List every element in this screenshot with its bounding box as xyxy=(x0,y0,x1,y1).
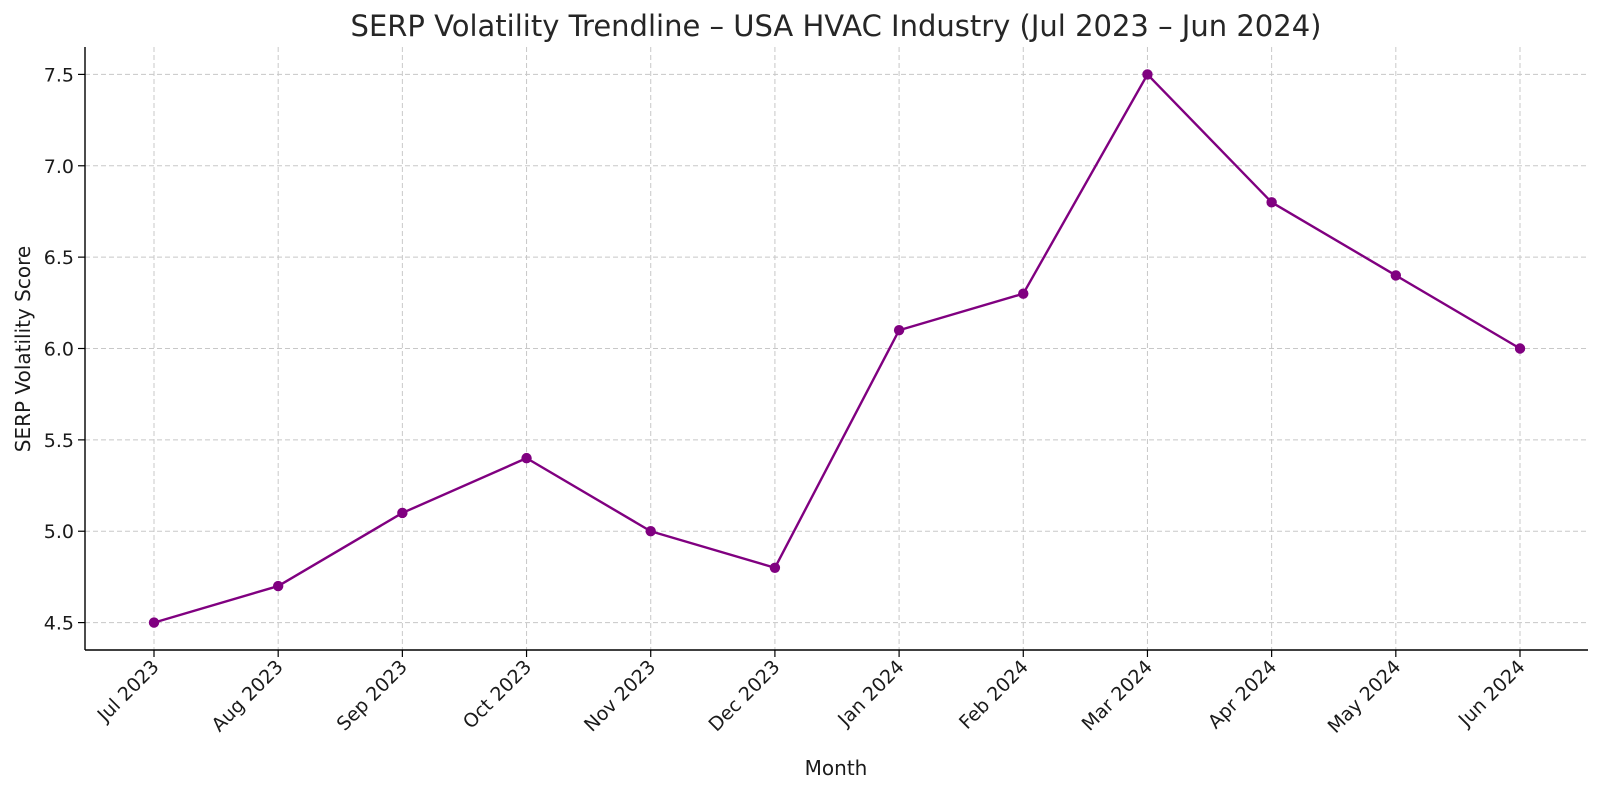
chart-title: SERP Volatility Trendline – USA HVAC Ind… xyxy=(351,9,1322,43)
y-tick-label: 6.0 xyxy=(44,339,74,361)
data-point xyxy=(521,452,532,464)
y-tick-label: 7.0 xyxy=(44,156,74,178)
y-tick-label: 6.5 xyxy=(44,247,74,269)
data-point xyxy=(1018,288,1029,299)
data-point xyxy=(1142,69,1153,80)
data-point xyxy=(893,325,905,336)
x-tick-label: Jul 2023 xyxy=(93,656,164,727)
data-point xyxy=(272,580,284,592)
y-tick-label: 5.5 xyxy=(44,430,74,452)
data-point xyxy=(148,617,160,628)
data-point xyxy=(1390,270,1402,281)
data-point xyxy=(397,507,408,519)
axes: Jul 2023 Aug 2023 Sep 2023 Oct 2023 Nov 2023… xyxy=(44,47,1588,738)
series xyxy=(148,69,1526,628)
x-tick-label: Oct 2023 xyxy=(459,656,536,733)
x-tick-label: May 2024 xyxy=(1324,656,1406,738)
x-tick-label: Jan 2024 xyxy=(833,656,908,731)
x-tick-label: Jun 2024 xyxy=(1454,656,1530,732)
x-tick-label: Aug 2023 xyxy=(207,656,287,736)
grid xyxy=(85,47,1588,650)
x-tick-label: Mar 2024 xyxy=(1078,656,1157,735)
y-axis-label: SERP Volatility Score xyxy=(11,246,35,452)
series-line xyxy=(153,73,1521,624)
data-point xyxy=(1514,343,1526,354)
x-tick-label: Feb 2024 xyxy=(955,656,1033,734)
y-tick-label: 7.5 xyxy=(44,64,74,86)
x-tick-label: Dec 2023 xyxy=(704,656,784,736)
x-tick-label: Nov 2023 xyxy=(580,656,660,736)
data-point xyxy=(645,526,656,537)
x-tick-label: Apr 2024 xyxy=(1204,656,1281,733)
data-point xyxy=(1266,197,1277,208)
y-tick-label: 4.5 xyxy=(44,613,74,635)
y-tick-label: 5.0 xyxy=(44,521,74,543)
x-axis-label: Month xyxy=(805,756,868,780)
x-tick-label: Sep 2023 xyxy=(333,656,412,735)
data-point xyxy=(769,562,781,573)
